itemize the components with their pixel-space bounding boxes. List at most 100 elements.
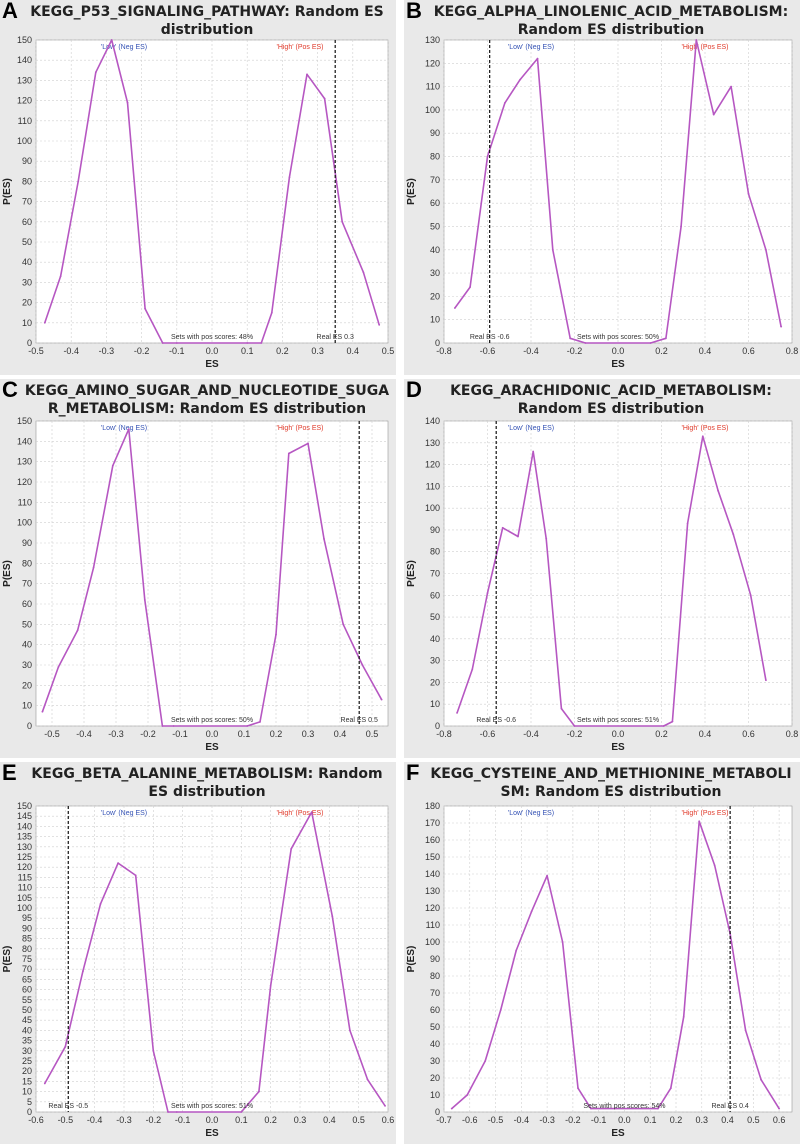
x-tick-label: 0.1 [241,346,254,356]
chart-panel-f: 0 10 20 30 40 50 60 70 80 90 100 110 120 130 140 150 160… [404,762,800,1144]
data-point [111,464,114,467]
data-point [152,1049,155,1052]
data-point [143,599,146,601]
data-point [695,39,698,41]
sets-with-pos-scores: Sets with pos scores: 51% [171,1103,253,1110]
y-tick-label: 20 [430,1073,440,1083]
x-tick-label: 0.3 [302,729,315,739]
x-tick-label: -0.2 [134,346,150,356]
y-tick-label: 60 [22,985,32,995]
y-tick-label: 130 [425,886,440,896]
y-tick-label: 80 [430,152,440,162]
y-tick-label: 0 [435,338,440,348]
real-es-label: Real ES 0.4 [711,1103,748,1110]
chart-panel-e: 0 5 10 15 20 25 30 35 40 45 50 55 60 65 70 75 80 85 90 95 10… [0,762,396,1144]
sets-with-pos-scores: Sets with pos scores: 50% [171,717,253,724]
data-point [92,566,95,569]
chart-svg: 0510152025303540455055606570758085909510… [2,801,394,1139]
y-axis-label: P(ES) [2,178,13,205]
y-tick-label: 20 [430,291,440,301]
data-point [584,342,587,344]
chart-svg: 0 10 20 30 40 50 60 70 80 90 100 110 120 130 140 150 -0.… [2,35,394,370]
y-tick-label: 20 [22,298,32,308]
x-tick-label: -0.3 [539,1115,555,1125]
chart-panel-d: 0 10 20 30 40 50 60 70 80 90 100 110 120 130 140 -0.8 -0… [404,379,800,758]
y-tick-label: 125 [17,852,32,862]
y-tick-label: 110 [426,82,440,92]
y-tick-label: 10 [430,1090,440,1100]
y-tick-label: 0 [435,1107,440,1117]
chart-title: KEGG_CYSTEINE_AND_METHIONINE_METABOLI SM… [426,765,796,801]
x-tick-label: -0.4 [523,729,539,739]
data-point [561,941,564,943]
data-point [701,435,704,438]
y-tick-label: 65 [22,974,32,984]
y-tick-label: 50 [430,221,440,231]
x-tick-label: 0.0 [612,729,625,739]
data-point [713,864,716,867]
x-tick-label: -0.4 [63,346,79,356]
chart-title-line-2: Random ES distribution [517,22,705,38]
x-tick-label: -0.1 [172,729,188,739]
y-tick-label: 120 [425,460,440,470]
y-tick-label: 35 [22,1036,32,1046]
x-tick-label: -0.1 [175,1115,191,1125]
chart-title-line-1: KEGG_P53_SIGNALING_PATHWAY: Random ES [30,4,384,20]
data-point [545,537,548,540]
y-tick-label: 120 [17,862,32,872]
y-tick-label: 115 [18,872,32,882]
y-tick-label: 60 [430,198,440,208]
data-point [310,811,313,814]
sets-with-pos-scores: Sets with pos scores: 48% [171,334,253,341]
y-tick-label: 80 [430,547,440,557]
y-tick-label: 150 [425,852,440,862]
x-tick-label: 0.4 [699,346,712,356]
data-point [161,342,164,344]
y-tick-label: 0 [27,1107,32,1117]
x-tick-label: 0.4 [323,1115,336,1125]
low-neg-es-label: 'Low' (Neg ES) [101,425,147,432]
data-point [730,85,732,88]
y-tick-label: 30 [430,1056,440,1066]
data-point [76,629,79,632]
x-tick-label: 0.0 [206,729,219,739]
panel-letter: E [2,762,17,785]
y-tick-label: 20 [430,677,440,687]
y-tick-label: 80 [22,558,32,568]
panel-letter: F [406,762,420,785]
data-point [732,533,735,536]
chart-title: KEGG_AMINO_SUGAR_AND_NUCLEOTIDE_SUGA R_M… [22,382,392,418]
data-point [99,903,102,905]
x-tick-label: 0.0 [612,346,625,356]
data-point [484,1060,487,1062]
data-point [288,176,291,179]
y-tick-label: 30 [430,268,440,278]
real-es-label: Real ES 0.3 [317,334,354,341]
y-tick-label: 50 [430,1022,440,1032]
data-point [760,1078,762,1081]
data-point [246,725,249,727]
data-point [551,248,554,251]
y-axis-label: P(ES) [406,178,417,205]
y-tick-label: 50 [22,237,32,247]
chart-title-line-2: Random ES distribution [517,401,705,417]
x-axis-label: ES [611,359,625,370]
y-tick-label: 50 [430,612,440,622]
data-point [664,337,667,340]
data-point [747,192,750,195]
x-tick-label: -0.6 [480,729,496,739]
y-tick-label: 10 [22,318,32,328]
y-tick-label: 170 [425,818,440,828]
data-point [110,39,113,41]
y-tick-label: 40 [430,1039,440,1049]
y-tick-label: 5 [27,1097,32,1107]
x-tick-label: 0.1 [644,1115,657,1125]
data-point [698,820,701,823]
data-point [471,668,474,671]
low-neg-es-label: 'Low' (Neg ES) [101,810,147,817]
chart-panel-a: 0 10 20 30 40 50 60 70 80 90 100 110 120 130 140 150 -0.… [0,0,396,375]
y-tick-label: 110 [18,497,32,507]
y-tick-label: 120 [425,58,440,68]
y-tick-label: 90 [430,525,440,535]
chart-title-line-2: R_METABOLISM: Random ES distribution [47,401,367,417]
